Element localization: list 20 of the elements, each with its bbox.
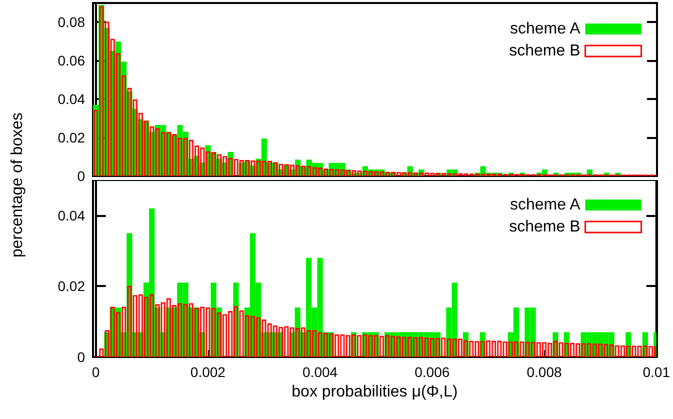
x-tick-label: 0.008 bbox=[526, 364, 562, 380]
y-tick-label: 0 bbox=[77, 349, 86, 365]
y-tick-label: 0.06 bbox=[58, 52, 86, 69]
x-tick-label: 0.01 bbox=[642, 364, 670, 380]
y-tick-label: 0.02 bbox=[58, 130, 86, 146]
legend-label: scheme A bbox=[510, 20, 581, 38]
y-tick-label: 0.04 bbox=[58, 207, 86, 224]
x-tick-label: 0.006 bbox=[414, 364, 450, 380]
x-axis-title: box probabilities μ(Φ,L) bbox=[292, 383, 458, 400]
y-tick-label: 0.02 bbox=[58, 278, 86, 294]
y-tick-label: 0.08 bbox=[58, 14, 86, 30]
x-tick-label: 0 bbox=[92, 364, 100, 380]
y-tick-label: 0 bbox=[77, 168, 86, 184]
y-tick-label: 0.04 bbox=[58, 91, 86, 108]
x-tick-label: 0.002 bbox=[190, 364, 226, 380]
legend-label: scheme B bbox=[509, 218, 580, 236]
legend-label: scheme B bbox=[509, 42, 580, 60]
x-tick-label: 0.004 bbox=[302, 364, 338, 380]
y-axis-title: percentage of boxes bbox=[9, 112, 27, 258]
legend-label: scheme A bbox=[510, 196, 581, 214]
